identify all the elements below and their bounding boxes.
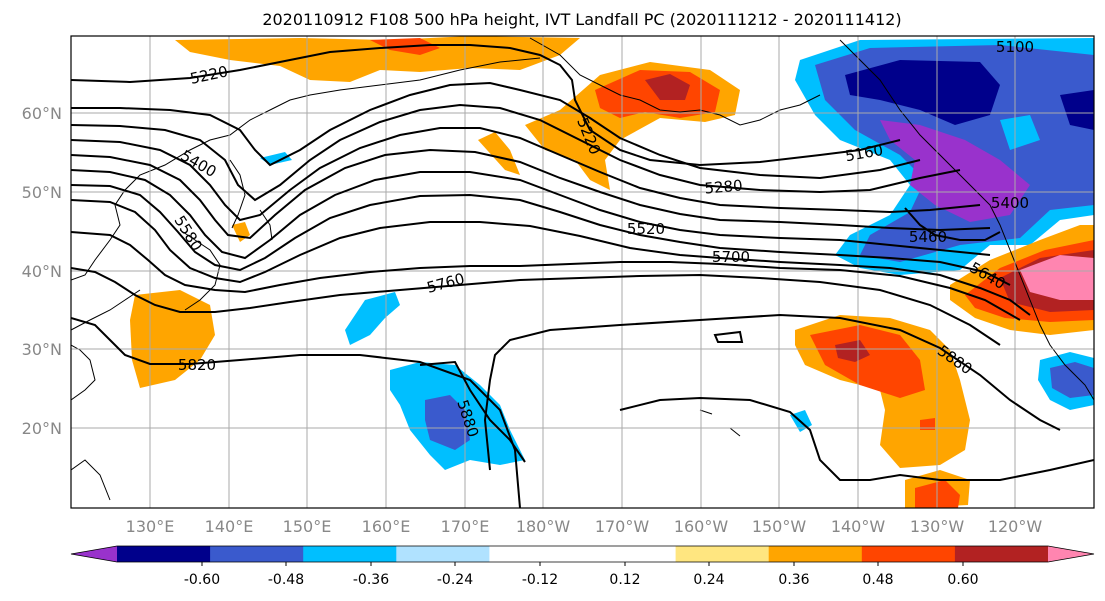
map-panel: 5220 5100 5400 5580 5220 5160 5280 5520 … [71, 36, 1094, 508]
colorbar-tick-label: -0.60 [184, 572, 220, 588]
colorbar-cell [582, 546, 677, 562]
map-frame [70, 35, 1095, 509]
colorbar-cells [71, 546, 1094, 562]
colorbar-tick-label: 0.60 [947, 572, 978, 588]
colorbar-cell [396, 546, 490, 562]
contour-label: 5280 [704, 176, 744, 197]
colorbar-cell [1048, 546, 1094, 562]
lat-label: 40°N [22, 262, 62, 281]
lon-label: 180°W [516, 517, 571, 536]
lon-label: 170°W [595, 517, 650, 536]
colorbar-tick-label: 0.36 [778, 572, 809, 588]
colorbar-cell [303, 546, 397, 562]
colorbar-tick-label: 0.24 [693, 572, 724, 588]
colorbar-cell [954, 546, 1049, 562]
lon-label: 130°W [910, 517, 965, 536]
colorbar: -0.60 -0.48 -0.36 -0.24 -0.12 0.12 0.24 … [70, 545, 1095, 588]
lon-label: 170°E [441, 517, 490, 536]
colorbar-cell [117, 546, 211, 562]
colorbar-cell [210, 546, 304, 562]
lat-label: 20°N [22, 419, 62, 438]
contour-label: 5460 [909, 228, 947, 246]
contour-label: 5520 [627, 220, 665, 238]
longitude-labels: 130°E 140°E 150°E 160°E 170°E 180°W 170°… [126, 517, 1043, 536]
height-contours [71, 44, 1094, 508]
figure-title: 2020110912 F108 500 hPa height, IVT Land… [262, 10, 901, 29]
contour-label: 5400 [991, 194, 1029, 212]
lat-label: 30°N [22, 340, 62, 359]
lon-label: 150°W [752, 517, 807, 536]
colorbar-tick-label: -0.48 [268, 572, 304, 588]
colorbar-cell [675, 546, 770, 562]
lat-label: 60°N [22, 104, 62, 123]
lon-label: 130°E [126, 517, 175, 536]
colorbar-cell [71, 546, 117, 562]
contour-label: 5100 [996, 38, 1034, 56]
coastlines [71, 37, 1094, 501]
colorbar-outline [70, 545, 1095, 563]
lon-label: 140°W [831, 517, 886, 536]
colorbar-ticks [201, 562, 964, 566]
gridlines [71, 36, 1094, 508]
lat-label: 50°N [22, 183, 62, 202]
colorbar-tick-label: -0.24 [437, 572, 473, 588]
contour-label: 5700 [712, 248, 750, 266]
colorbar-cell [489, 546, 583, 562]
contour-label: 5820 [178, 356, 216, 374]
lon-label: 160°E [362, 517, 411, 536]
colorbar-tick-label: 0.48 [862, 572, 893, 588]
colorbar-tick-label: 0.12 [609, 572, 640, 588]
lon-label: 160°W [674, 517, 729, 536]
lon-label: 140°E [205, 517, 254, 536]
colorbar-cell [861, 546, 956, 562]
colorbar-tick-label: -0.36 [353, 572, 389, 588]
lon-label: 120°W [988, 517, 1043, 536]
colorbar-tick-label: -0.12 [522, 572, 558, 588]
ivt-shading [130, 36, 1094, 508]
lon-label: 150°E [283, 517, 332, 536]
colorbar-cell [768, 546, 863, 562]
latitude-labels: 60°N 50°N 40°N 30°N 20°N [22, 104, 62, 438]
